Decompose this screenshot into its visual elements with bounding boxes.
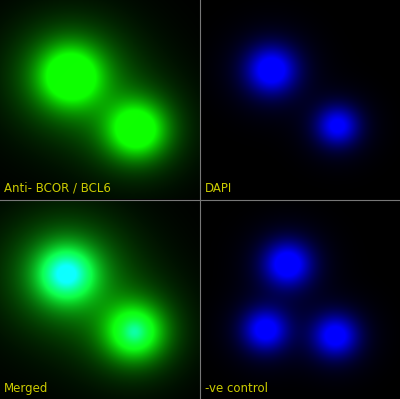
Text: DAPI: DAPI xyxy=(205,182,232,195)
Text: Anti- BCOR / BCL6: Anti- BCOR / BCL6 xyxy=(4,182,111,195)
Text: Merged: Merged xyxy=(4,382,48,395)
Text: -ve control: -ve control xyxy=(205,382,268,395)
